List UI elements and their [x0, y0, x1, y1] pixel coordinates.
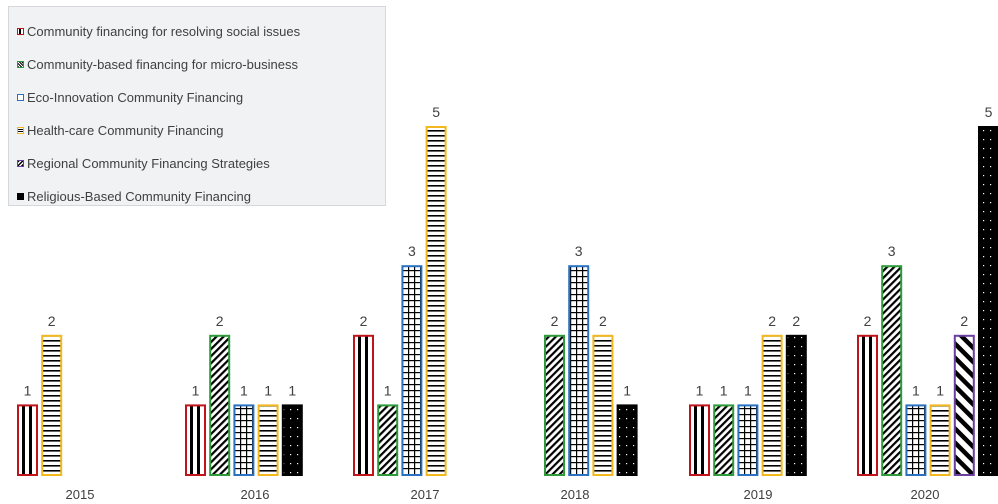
bar-2018-series-3	[592, 334, 614, 476]
legend-label: Eco-Innovation Community Financing	[27, 89, 244, 105]
bar-value-label: 1	[936, 382, 944, 398]
legend-label: Community-based financing for micro-busi…	[27, 56, 298, 72]
x-tick-label: 2020	[911, 487, 940, 502]
legend-item: Regional Community Financing Strategies	[17, 154, 270, 172]
bar-2015-series-0	[17, 404, 38, 476]
bar-2020-series-4	[953, 334, 975, 476]
legend-swatch	[17, 192, 24, 200]
bar-value-label: 2	[599, 313, 607, 329]
legend-item: Eco-Innovation Community Financing	[17, 88, 243, 106]
bar-value-label: 2	[48, 313, 56, 329]
bar-value-label: 1	[288, 382, 296, 398]
legend-label: Community financing for resolving social…	[27, 23, 301, 39]
bar-value-label: 1	[720, 382, 728, 398]
bar-value-label: 5	[432, 104, 440, 120]
bar-2020-series-3	[929, 404, 951, 476]
bar-value-label: 2	[864, 313, 872, 329]
bar-2017-series-3	[425, 126, 447, 476]
legend-label: Religious-Based Community Financing	[27, 188, 251, 204]
bar-2015-series-3	[41, 334, 63, 476]
bar-2017-series-0	[353, 334, 374, 476]
bar-2019-series-3	[761, 334, 783, 476]
legend-swatch	[17, 60, 24, 68]
bar-2017-series-1	[377, 404, 399, 476]
bar-2016-series-3	[257, 404, 279, 476]
bar-2019-series-2	[737, 404, 759, 476]
bar-2018-series-5	[616, 404, 638, 476]
chart-legend: Community financing for resolving social…	[8, 6, 386, 206]
bar-2020-series-5	[978, 126, 998, 476]
bar-value-label: 1	[696, 382, 704, 398]
bar-value-label: 2	[360, 313, 368, 329]
x-tick-label: 2017	[411, 487, 440, 502]
bar-value-label: 3	[408, 243, 416, 259]
bar-value-label: 3	[888, 243, 896, 259]
bar-value-label: 2	[551, 313, 559, 329]
legend-swatch	[17, 159, 24, 167]
bar-2016-series-5	[281, 404, 303, 476]
bar-value-label: 3	[575, 243, 583, 259]
x-tick-label: 2018	[561, 487, 590, 502]
x-tick-label: 2015	[66, 487, 95, 502]
legend-item: Religious-Based Community Financing	[17, 187, 251, 205]
bar-2018-series-1	[544, 334, 565, 476]
x-tick-label: 2019	[744, 487, 773, 502]
bar-value-label: 1	[24, 382, 32, 398]
bar-2018-series-2	[568, 265, 590, 477]
bar-2019-series-1	[713, 404, 735, 476]
bar-value-label: 5	[985, 104, 993, 120]
bar-2016-series-0	[185, 404, 206, 476]
bar-2016-series-2	[233, 404, 255, 476]
bar-2020-series-0	[857, 334, 878, 476]
x-tick-label: 2016	[241, 487, 270, 502]
bar-value-label: 1	[264, 382, 272, 398]
bar-value-label: 1	[240, 382, 248, 398]
bar-2016-series-1	[209, 334, 231, 476]
legend-item: Community financing for resolving social…	[17, 22, 300, 40]
bar-2020-series-2	[905, 404, 927, 476]
legend-swatch	[17, 93, 24, 101]
bar-value-label: 1	[912, 382, 920, 398]
bar-2019-series-0	[689, 404, 710, 476]
bar-value-label: 2	[768, 313, 776, 329]
bar-value-label: 2	[216, 313, 224, 329]
bar-2019-series-5	[785, 334, 807, 476]
legend-swatch	[17, 27, 24, 35]
legend-item: Health-care Community Financing	[17, 121, 224, 139]
bar-2017-series-2	[401, 265, 423, 477]
bar-value-label: 1	[192, 382, 200, 398]
legend-item: Community-based financing for micro-busi…	[17, 55, 298, 73]
legend-label: Health-care Community Financing	[27, 122, 224, 138]
bar-2020-series-1	[881, 265, 903, 477]
bar-value-label: 1	[623, 382, 631, 398]
bar-value-label: 1	[744, 382, 752, 398]
legend-label: Regional Community Financing Strategies	[27, 155, 270, 171]
bar-value-label: 2	[792, 313, 800, 329]
bar-value-label: 2	[960, 313, 968, 329]
legend-swatch	[17, 126, 24, 134]
bar-value-label: 1	[384, 382, 392, 398]
